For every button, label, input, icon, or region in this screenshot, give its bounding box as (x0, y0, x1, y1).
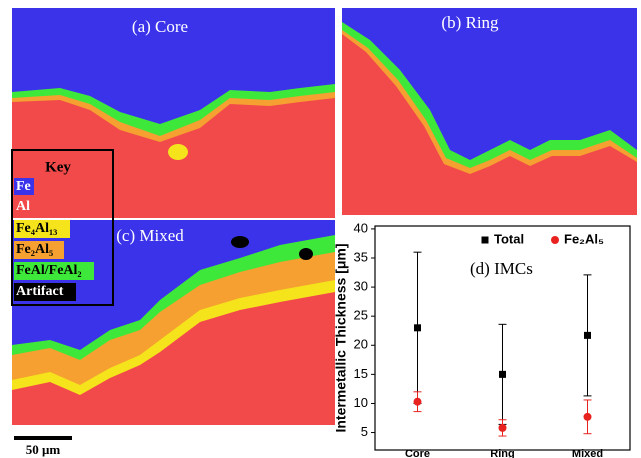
legend-label: Fe₂Al₅ (564, 231, 604, 246)
y-tick-label: 30 (354, 279, 368, 294)
marker (414, 324, 421, 332)
key-entry: Fe (16, 179, 31, 194)
y-tick-label: 15 (354, 366, 368, 381)
chart: 5 10 15 20 25 30 35 40 Intermetallic Thickness [… (333, 220, 631, 458)
key-entry: Artifact (16, 284, 64, 299)
x-tick-label: Mixed (572, 448, 603, 458)
panel-core: (a) Core (12, 8, 335, 218)
y-tick-label: 25 (354, 308, 368, 323)
y-axis-label: Intermetallic Thickness [μm] (333, 243, 349, 432)
panel-label: (b) Ring (441, 13, 499, 32)
key-entry: Al (16, 199, 30, 214)
key-entry: Fe₄Al₁₃ (16, 221, 57, 236)
legend-label: Total (494, 231, 524, 246)
marker (499, 370, 506, 378)
panel-ring: (b) Ring (342, 8, 637, 215)
marker (584, 331, 591, 339)
key-entry: FeAl/FeAl₂ (16, 263, 82, 278)
key-title: Key (45, 159, 71, 175)
legend-marker (551, 236, 559, 244)
marker (498, 423, 507, 432)
key-entry: Fe₂Al₅ (16, 242, 53, 257)
annotation: (d) IMCs (470, 259, 533, 278)
panel-mixed: (c) Mixed (12, 220, 335, 425)
key: Key Fe Al Fe₄Al₁₃ Fe₂Al₅ FeAl/FeAl₂ Arti… (11, 149, 114, 306)
y-tick-label: 20 (354, 337, 368, 352)
legend-marker (481, 236, 489, 244)
marker (583, 412, 592, 421)
y-tick-label: 35 (354, 249, 368, 264)
y-tick-label: 5 (361, 424, 368, 439)
y-tick-label: 10 (354, 395, 368, 410)
panel-label: (c) Mixed (116, 226, 184, 245)
x-tick-label: Ring (490, 448, 514, 458)
marker (413, 397, 422, 406)
panel-label: (a) Core (132, 17, 188, 36)
x-tick-label: Core (405, 448, 430, 458)
y-tick-label: 40 (354, 220, 368, 235)
scale-label: 50 μm (26, 442, 61, 457)
